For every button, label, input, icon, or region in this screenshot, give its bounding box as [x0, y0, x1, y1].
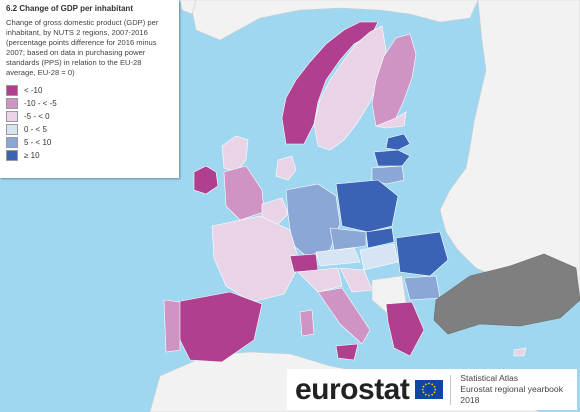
land-iceland-area — [179, 0, 197, 15]
region-latvia — [373, 149, 411, 167]
brand-line-1: Statistical Atlas — [460, 373, 519, 383]
region-lithuania — [371, 165, 405, 185]
brand-line-2: Eurostat regional yearbook 2018 — [460, 384, 564, 405]
legend-item: ≥ 10 — [6, 149, 173, 161]
region-turkey-no-data — [433, 253, 580, 335]
region-poland — [335, 179, 399, 233]
region-czech — [329, 227, 367, 251]
region-greece — [385, 301, 425, 357]
legend-item: < -10 — [6, 84, 173, 96]
region-denmark — [275, 155, 297, 181]
region-france — [211, 215, 301, 303]
region-cyprus — [513, 347, 527, 357]
legend-label: 5 - < 10 — [24, 137, 52, 147]
region-sardinia — [299, 309, 315, 337]
region-portugal — [163, 299, 181, 353]
region-germany — [285, 183, 341, 257]
legend-label: < -10 — [24, 85, 43, 95]
region-spain — [175, 291, 263, 363]
legend-swatch — [6, 136, 18, 148]
legend-label: ≥ 10 — [24, 150, 40, 160]
region-estonia — [385, 133, 411, 151]
legend-panel: 6.2 Change of GDP per inhabitant Change … — [0, 0, 179, 178]
region-sicily — [335, 343, 359, 361]
legend-swatch — [6, 110, 18, 122]
land-norway-north-caps — [189, 0, 479, 41]
eurostat-brand-box: eurostat Statistical Atlas Eurostat regi… — [287, 369, 577, 410]
legend-title: 6.2 Change of GDP per inhabitant — [6, 4, 133, 13]
eu-flag-icon — [415, 380, 444, 399]
legend-item: 0 - < 5 — [6, 123, 173, 135]
region-ireland — [193, 165, 219, 195]
land-eastern-europe — [439, 0, 580, 301]
region-switzerland — [289, 253, 319, 273]
legend-swatch — [6, 149, 18, 161]
legend-swatch — [6, 97, 18, 109]
region-romania — [395, 231, 449, 277]
legend-description: Change of gross domestic product (GDP) p… — [6, 18, 159, 77]
region-hungary — [359, 243, 399, 271]
legend-swatch — [6, 123, 18, 135]
legend-swatch — [6, 84, 18, 96]
region-bulgaria — [403, 275, 441, 301]
brand-text: Statistical Atlas Eurostat regional year… — [460, 373, 577, 406]
region-uk-north — [221, 135, 249, 173]
eurostat-wordmark: eurostat — [295, 372, 410, 406]
region-norway — [281, 21, 379, 145]
legend-item: 5 - < 10 — [6, 136, 173, 148]
region-croatia-slovenia — [339, 267, 373, 293]
legend-label: 0 - < 5 — [24, 124, 47, 134]
brand-divider — [450, 374, 452, 405]
legend-label: -5 - < 0 — [24, 111, 50, 121]
region-italy-north — [297, 267, 343, 293]
legend-item: -10 - < -5 — [6, 97, 173, 109]
region-italy-south — [317, 287, 371, 345]
region-slovakia — [365, 227, 395, 249]
legend-label: -10 - < -5 — [24, 98, 57, 108]
region-sweden — [313, 25, 387, 151]
region-austria — [315, 247, 361, 267]
region-uk-south — [223, 165, 265, 221]
region-finland-south — [374, 111, 407, 129]
legend-item: -5 - < 0 — [6, 110, 173, 122]
